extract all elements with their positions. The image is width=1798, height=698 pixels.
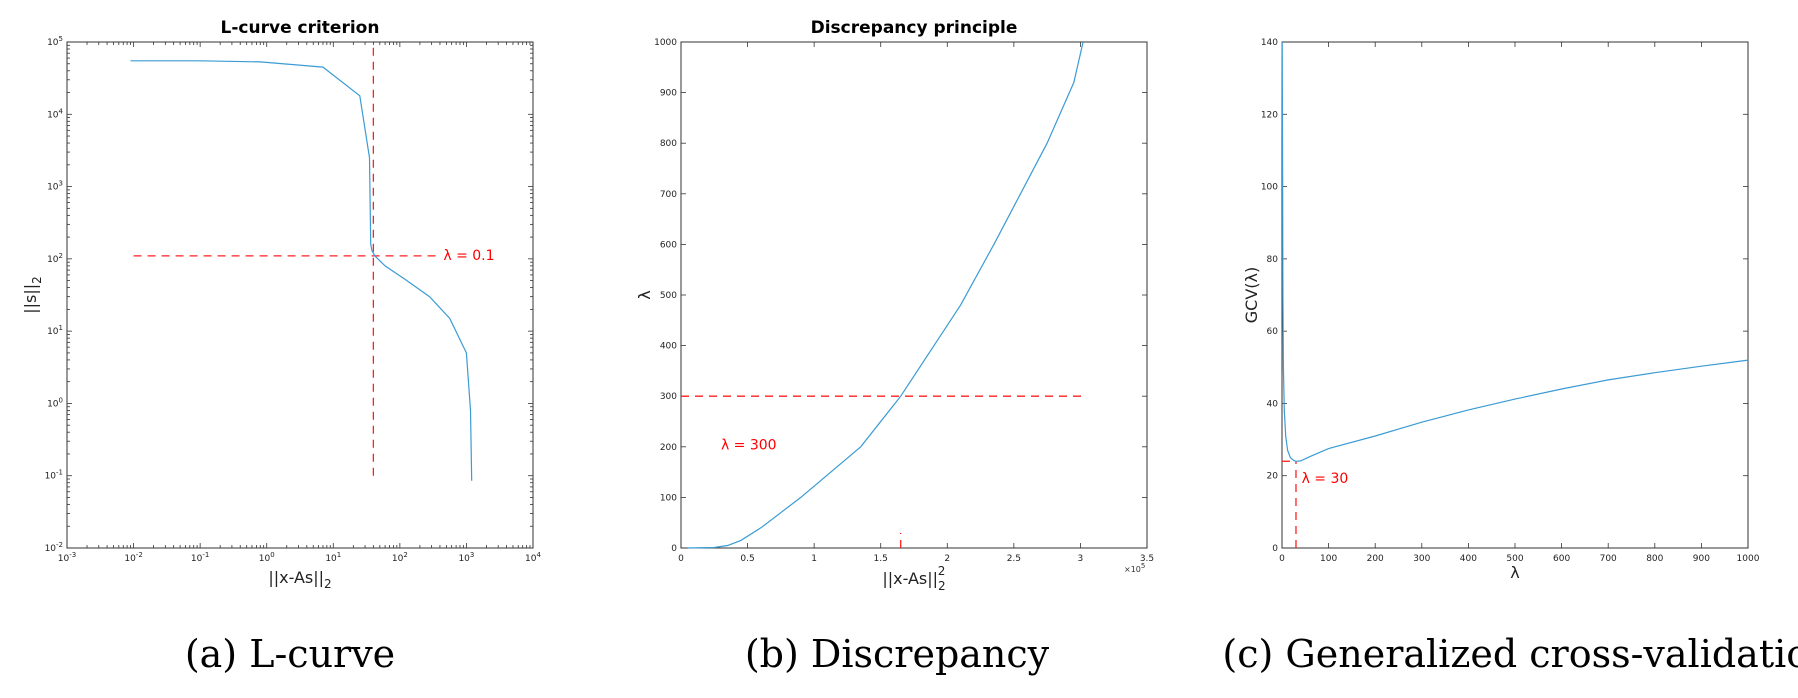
chart-b-annotation: λ = 300	[721, 437, 777, 453]
chart-c-caption: (c) Generalized cross-validation	[1222, 632, 1798, 676]
x-tick-label: 400	[1460, 554, 1477, 564]
y-tick-label: 101	[47, 324, 63, 337]
y-tick-label: 40	[1267, 399, 1279, 409]
y-tick-label: 800	[660, 139, 677, 149]
x-tick-label: 100	[259, 551, 275, 564]
chart-b-dashed-lines	[681, 395, 1084, 548]
chart-a-title: L-curve criterion	[221, 18, 380, 38]
x-tick-label: 3	[1078, 554, 1084, 564]
x-tick-label: 0	[678, 554, 684, 564]
y-tick-label: 10-2	[45, 541, 63, 554]
chart-a-y-axis-label: ||s||2	[21, 276, 44, 314]
x-tick-label: 700	[1600, 554, 1617, 564]
chart-a-annotation: λ = 0.1	[443, 248, 494, 264]
y-tick-label: 104	[47, 107, 63, 120]
x-tick-label: 0	[1279, 554, 1285, 564]
chart-c-y-ticks: 0 20 40 60 80 100 120 140	[1261, 38, 1748, 554]
chart-b-x-multiplier: ×105	[1124, 562, 1145, 574]
y-tick-label: 100	[1261, 183, 1278, 193]
chart-a-x-axis-label: ||x-As||2	[268, 568, 331, 591]
x-tick-label: 800	[1646, 554, 1663, 564]
y-tick-label: 600	[660, 240, 677, 250]
chart-a-dashed-lines	[133, 42, 440, 476]
x-tick-label: 104	[525, 551, 541, 564]
chart-a-x-ticks: 10-3 10-2 10-1 100 101 102 103 104	[58, 42, 541, 564]
chart-b-y-ticks: 0 100 200 300 400 500 600 700 800 900 1000	[654, 38, 1147, 554]
y-tick-label: 105	[47, 35, 63, 48]
y-tick-label: 0	[671, 544, 677, 554]
x-tick-label: 101	[325, 551, 341, 564]
y-tick-label: 100	[660, 493, 677, 503]
y-tick-label: 10-1	[45, 469, 63, 482]
x-tick-label: 0.5	[740, 554, 754, 564]
panel-discrepancy: Discrepancy principle 0 0.5 1 1.5 2 2.5 3 3.5 0…	[635, 18, 1154, 676]
x-tick-label: 102	[392, 551, 408, 564]
y-tick-label: 400	[660, 342, 677, 352]
chart-c-y-axis-label: GCV(λ)	[1242, 267, 1261, 323]
y-tick-label: 102	[47, 252, 63, 265]
y-tick-label: 200	[660, 443, 677, 453]
chart-a-series-line	[130, 60, 473, 481]
y-tick-label: 120	[1261, 110, 1278, 120]
y-tick-label: 1000	[654, 38, 677, 48]
x-tick-label: 10-3	[58, 551, 76, 564]
x-tick-label: 2.5	[1007, 554, 1021, 564]
chart-b-x-axis-label: ||x-As||22	[882, 564, 945, 593]
x-tick-label: 900	[1693, 554, 1710, 564]
x-tick-label: 1.5	[874, 554, 888, 564]
chart-a-y-ticks: 10-2 10-1 100 101 102 103 104 105	[45, 35, 533, 554]
y-tick-label: 0	[1272, 544, 1278, 554]
chart-b-x-ticks: 0 0.5 1 1.5 2 2.5 3 3.5	[678, 42, 1154, 564]
y-tick-label: 60	[1267, 327, 1279, 337]
chart-c-series-line	[1281, 41, 1749, 462]
x-tick-label: 100	[1320, 554, 1337, 564]
y-tick-label: 103	[47, 180, 63, 193]
chart-a-caption: (a) L-curve	[185, 632, 395, 676]
chart-c-dashed-lines	[1282, 460, 1297, 548]
y-tick-label: 300	[660, 392, 677, 402]
chart-c-x-axis-label: λ	[1510, 563, 1519, 582]
chart-b-title: Discrepancy principle	[811, 18, 1018, 38]
x-tick-label: 2	[944, 554, 950, 564]
y-tick-label: 500	[660, 291, 677, 301]
x-tick-label: 300	[1413, 554, 1430, 564]
chart-a-plot-frame	[66, 41, 534, 549]
x-tick-label: 600	[1553, 554, 1570, 564]
y-tick-label: 20	[1267, 472, 1279, 482]
chart-c-annotation: λ = 30	[1302, 471, 1349, 487]
y-tick-label: 80	[1267, 255, 1279, 265]
y-tick-label: 700	[660, 190, 677, 200]
panel-l-curve: L-curve criterion 10-3 10-2 10-1 100 101 102 1…	[21, 18, 541, 676]
x-tick-label: 1000	[1737, 554, 1760, 564]
y-tick-label: 900	[660, 89, 677, 99]
x-tick-label: 1	[811, 554, 817, 564]
y-tick-label: 140	[1261, 38, 1278, 48]
chart-c-x-ticks: 0 100 200 300 400 500 600 700 800 900 1000	[1279, 42, 1760, 564]
x-tick-label: 200	[1367, 554, 1384, 564]
chart-b-caption: (b) Discrepancy	[745, 632, 1050, 676]
chart-b-y-axis-label: λ	[635, 290, 654, 299]
y-tick-label: 100	[47, 396, 63, 409]
x-tick-label: 10-1	[191, 551, 209, 564]
panel-gcv: 0 100 200 300 400 500 600 700 800 900 1000 0 20 40 60…	[1222, 38, 1798, 676]
x-tick-label: 103	[458, 551, 474, 564]
x-tick-label: 3.5	[1140, 554, 1154, 564]
x-tick-label: 500	[1506, 554, 1523, 564]
chart-b-series-line	[687, 41, 1084, 549]
x-tick-label: 10-2	[124, 551, 142, 564]
